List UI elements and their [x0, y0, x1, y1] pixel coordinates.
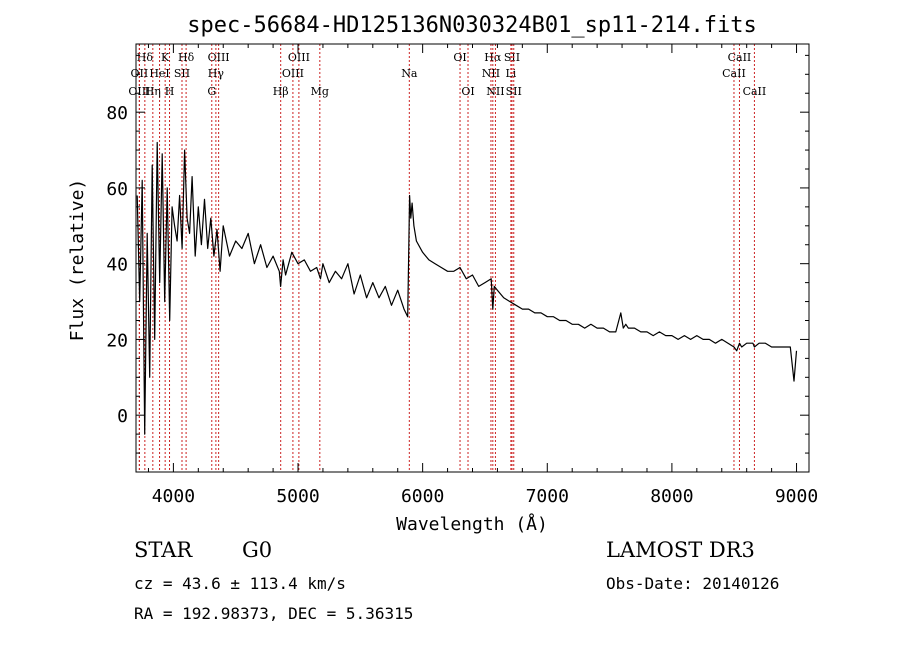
- marker-label: OI: [461, 85, 474, 98]
- x-tick-label: 5000: [276, 486, 319, 507]
- flux-series-line: [136, 141, 798, 435]
- y-axis-label: Flux (relative): [67, 179, 88, 342]
- marker-label: OIII: [208, 51, 230, 64]
- marker-label: G: [207, 85, 216, 98]
- marker-label: NII: [486, 85, 504, 98]
- x-tick-label: 6000: [401, 486, 444, 507]
- axis-ticks: 4000 5000 6000 7000 8000 9000 0 20 40 60 80: [106, 44, 818, 507]
- y-tick-label: 80: [106, 103, 128, 124]
- marker-label: OIII: [128, 85, 150, 98]
- x-tick-label: 4000: [152, 486, 195, 507]
- marker-label: CaII: [722, 67, 746, 80]
- marker-label: HeI: [149, 67, 169, 80]
- marker-label: OIII: [282, 67, 304, 80]
- marker-label: Hη: [145, 85, 161, 98]
- marker-label: CaII: [728, 51, 752, 64]
- y-tick-label: 20: [106, 330, 128, 351]
- x-tick-label: 7000: [526, 486, 569, 507]
- marker-label: OI: [453, 51, 466, 64]
- marker-label: Hδ: [178, 51, 195, 64]
- marker-label: K: [161, 51, 170, 64]
- spectral-subclass: G0: [242, 538, 273, 562]
- marker-label: Hβ: [273, 85, 289, 98]
- marker-label: CaII: [743, 85, 767, 98]
- y-tick-label: 60: [106, 179, 128, 200]
- marker-label: NII: [482, 67, 500, 80]
- survey-name: LAMOST DR3: [606, 538, 755, 562]
- coordinates: RA = 192.98373, DEC = 5.36315: [134, 604, 414, 623]
- redshift-cz: cz = 43.6 ± 113.4 km/s: [134, 574, 346, 593]
- marker-label: Na: [401, 67, 418, 80]
- marker-label: SII: [504, 51, 520, 64]
- marker-label: Hα: [484, 51, 502, 64]
- obs-date: Obs-Date: 20140126: [606, 574, 780, 593]
- x-tick-label: 8000: [650, 486, 693, 507]
- x-axis-label: Wavelength (Å): [396, 513, 548, 535]
- marker-label: Mg: [311, 85, 329, 98]
- chart-title: spec-56684-HD125136N030324B01_sp11-214.f…: [187, 13, 757, 38]
- marker-label: H: [165, 85, 175, 98]
- y-tick-label: 40: [106, 255, 128, 276]
- plot-frame: [135, 43, 810, 473]
- marker-label: SII: [506, 85, 522, 98]
- object-type: STAR: [134, 538, 193, 562]
- marker-label: OIII: [288, 51, 310, 64]
- x-tick-label: 9000: [775, 486, 818, 507]
- marker-label: Hγ: [208, 67, 225, 80]
- spectrum-line-group: [136, 141, 798, 435]
- marker-label: SII: [174, 67, 190, 80]
- y-tick-label: 0: [117, 406, 128, 427]
- marker-label: Hδ: [137, 51, 154, 64]
- marker-label: Li: [505, 67, 516, 80]
